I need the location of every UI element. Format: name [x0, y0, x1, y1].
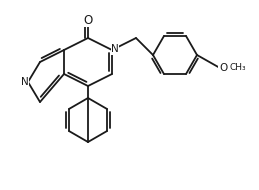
Text: O: O — [83, 13, 93, 26]
Text: N: N — [111, 44, 119, 54]
Text: O: O — [219, 63, 227, 73]
Text: N: N — [21, 77, 29, 87]
Text: CH₃: CH₃ — [230, 63, 247, 73]
